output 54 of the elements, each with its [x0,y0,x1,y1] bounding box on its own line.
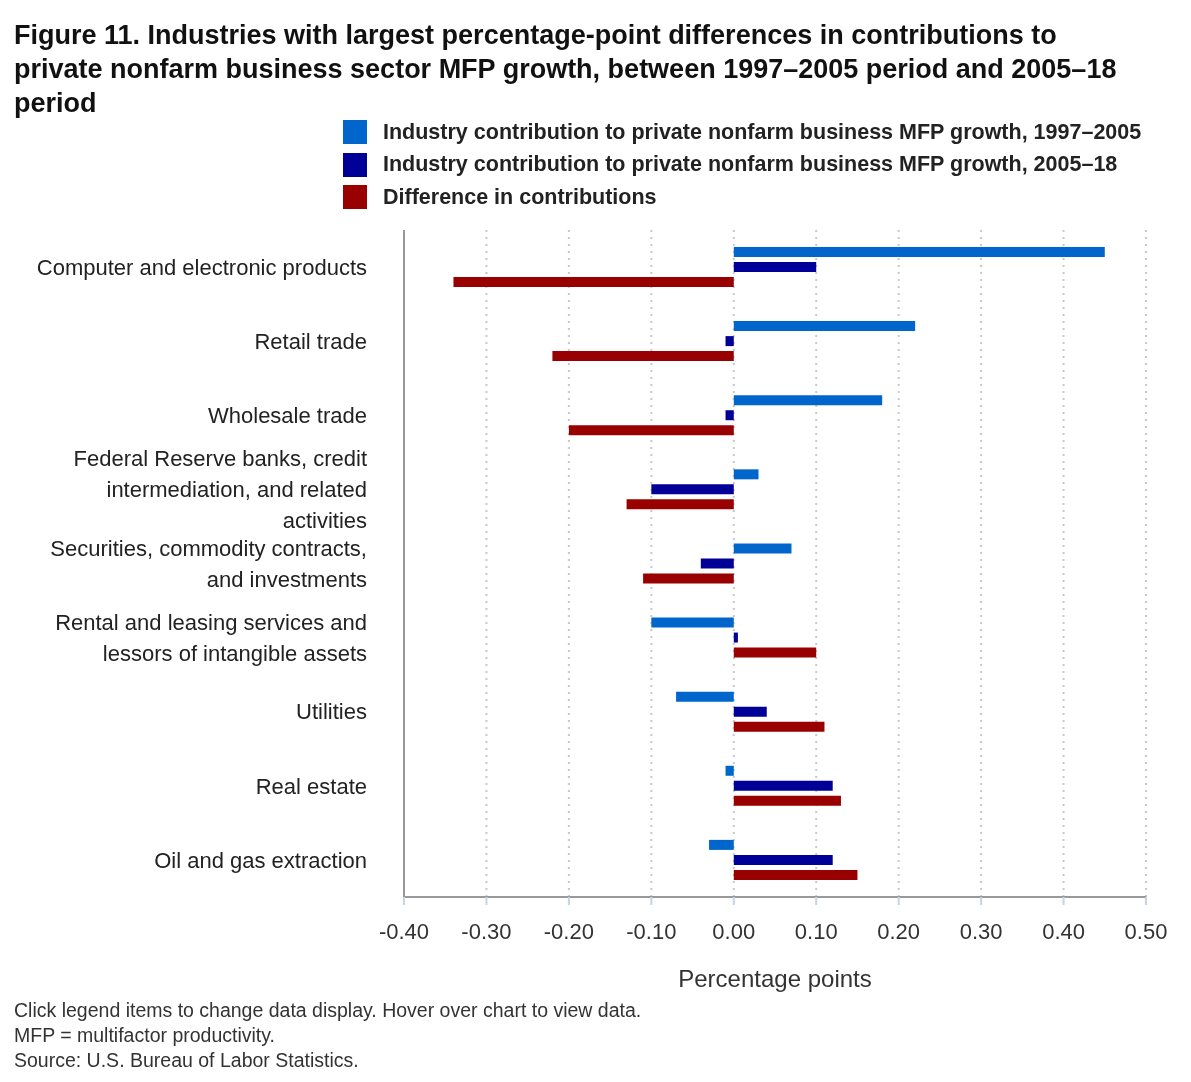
bar [733,321,916,332]
legend-label: Difference in contributions [383,184,657,210]
y-tick-label: Utilities [296,699,367,725]
y-tick-label: Retail trade [254,328,367,354]
bar [733,721,825,732]
y-tick-label: Oil and gas extraction [154,847,367,873]
bar [651,484,734,495]
bar [453,277,734,287]
legend-label: Industry contribution to private nonfarm business MFP growth, 1997–2005 [383,119,1142,145]
bar [626,499,734,510]
x-tick-label: 0.40 [1042,918,1085,944]
bar [552,351,734,362]
bar [651,617,734,628]
y-tick-label: Wholesale trade [208,402,367,428]
bar [676,691,734,702]
y-tick-label: Real estate [255,773,367,799]
x-tick-label: 0.00 [712,918,756,944]
bar [733,395,883,406]
source-note: Source: U.S. Bureau of Labor Statistics. [14,1048,360,1073]
bar [733,247,1105,257]
x-tick-label: 0.30 [959,918,1003,944]
y-tick-label: Federal Reserve banks, credit intermediation, and related activities [73,446,367,534]
bar [568,425,734,436]
bar [700,558,734,569]
x-tick-label: -0.20 [543,918,594,944]
bar [643,573,734,584]
text: MFP = multifactor productivity. [14,1023,276,1048]
x-tick-label: 0.20 [877,918,921,944]
bar [733,632,738,643]
y-tick-label: Rental and leasing services and lessors of intangible assets [55,609,367,666]
y-tick-label: Computer and electronic products [36,254,367,280]
bar [733,543,792,554]
bar [733,647,817,658]
bar [733,706,767,717]
bar [725,765,734,776]
chart-title: Figure 11. Industries with largest percentage-point differences in contributions to private nonfarm business sector MFP growth, between 1997–2005 period and 2005–18 period [14,19,1118,120]
legend-label: Industry contribution to private nonfarm business MFP growth, 2005–18 [383,152,1118,178]
x-tick-label: -0.40 [378,918,430,944]
bar [733,869,858,880]
y-tick-label: Securities, commodity contracts, and investments [50,535,367,592]
x-tick-label: 0.10 [794,918,838,944]
text: Click legend items to change data display. Hover over chart to view data. [14,998,642,1023]
bar [725,336,734,347]
bar [709,839,734,850]
bar [733,469,759,480]
x-tick-label: 0.50 [1124,918,1168,944]
x-tick-label: -0.10 [626,918,677,944]
bar [733,780,833,791]
x-tick-label: -0.30 [461,918,512,944]
bar [733,262,817,272]
x-axis-title: Percentage points [678,965,872,992]
bar [725,410,734,421]
bar [733,854,833,865]
bar [733,795,841,806]
